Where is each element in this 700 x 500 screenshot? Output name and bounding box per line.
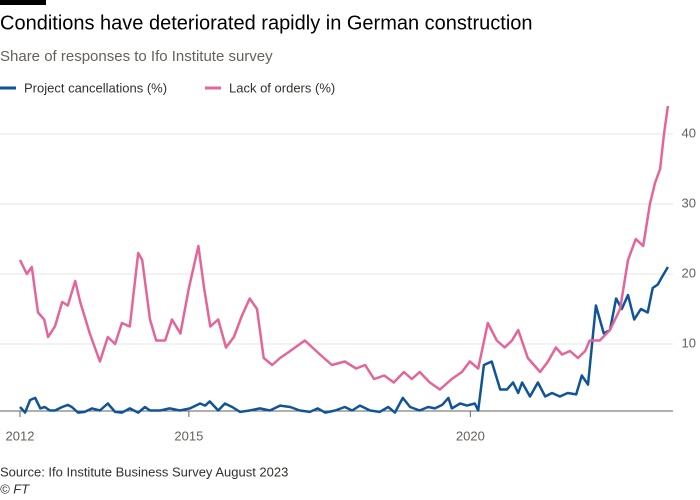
- x-tick-label: 2020: [456, 428, 485, 443]
- legend-label: Project cancellations (%): [24, 80, 167, 95]
- x-tick-label: 2012: [6, 428, 35, 443]
- y-tick-label: 30: [682, 195, 696, 210]
- series-line: [19, 266, 669, 414]
- series-line: [18, 105, 670, 391]
- chart-title: Conditions have deteriorated rapidly in …: [0, 12, 533, 34]
- x-tick-label: 2015: [174, 428, 203, 443]
- y-tick-label: 10: [682, 335, 696, 350]
- legend-label: Lack of orders (%): [229, 80, 335, 95]
- source: Source: Ifo Institute Business Survey Au…: [0, 464, 288, 479]
- y-tick-label: 20: [682, 265, 696, 280]
- chart-subtitle: Share of responses to Ifo Institute surv…: [0, 48, 273, 65]
- brand-bar: [0, 0, 46, 5]
- credit: © FT: [0, 481, 30, 496]
- y-tick-label: 40: [682, 125, 696, 140]
